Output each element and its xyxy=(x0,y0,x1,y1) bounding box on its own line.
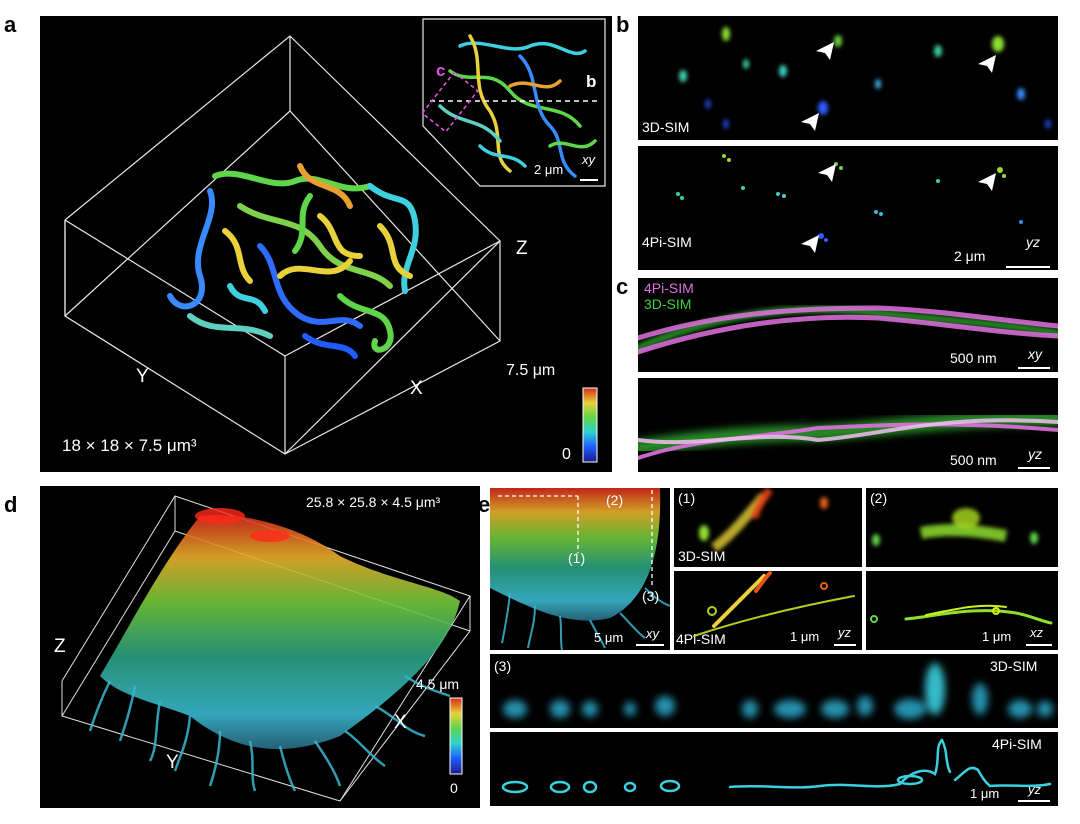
axis-z-label: Z xyxy=(516,238,528,259)
c-bottom-scale-bar xyxy=(1018,467,1050,469)
c-bottom-scale-label: 500 nm xyxy=(950,452,997,468)
b-plane-label: yz xyxy=(1026,234,1040,250)
panel-c-yz: 500 nm yz xyxy=(638,378,1058,472)
e1-3dsim-render xyxy=(699,488,828,552)
b-scale-bar xyxy=(1006,266,1050,268)
d-axis-y-label: Y xyxy=(166,752,179,773)
panel-e2-3dsim: (2) xyxy=(866,488,1058,567)
inset-plane-label: xy xyxy=(582,152,595,167)
e2-scale-bar xyxy=(1026,644,1052,646)
e2-plane-label: xz xyxy=(1030,625,1043,640)
colorbar-max-label: 7.5 μm xyxy=(506,362,556,379)
e3-4pisim-render xyxy=(501,738,1052,794)
panel-e-main: (2) (1) (3) 5 μm xy xyxy=(490,488,670,650)
e2-label: (2) xyxy=(870,490,888,506)
e-main-plane-label: xy xyxy=(646,626,659,641)
b-bottom-method: 4Pi-SIM xyxy=(642,234,692,250)
colorbar xyxy=(582,387,598,463)
volume-label: 18 × 18 × 7.5 μm³ xyxy=(62,436,197,455)
panel-e1-4pisim: 4Pi-SIM 1 μm yz xyxy=(674,571,862,650)
e-main-render xyxy=(490,488,670,650)
e3-plane-label: yz xyxy=(1028,782,1041,797)
panel-d-render xyxy=(61,495,471,802)
inset-scale-label: 2 μm xyxy=(534,162,564,177)
c-top-plane-label: xy xyxy=(1028,346,1042,362)
e-marker-2: (2) xyxy=(606,492,624,508)
panel-label-a: a xyxy=(4,12,17,37)
c-legend-3dsim: 3D-SIM xyxy=(644,296,692,312)
panel-b-3dsim: 3D-SIM xyxy=(638,16,1058,140)
panel-a-render xyxy=(64,18,606,463)
panel-e3-4pisim: 4Pi-SIM 1 μm yz xyxy=(490,732,1058,806)
inset-xy xyxy=(421,18,606,187)
e3-label: (3) xyxy=(494,658,512,674)
c-top-scale-bar xyxy=(1018,367,1050,369)
e1-top-method: 3D-SIM xyxy=(678,548,726,564)
e-filopodia xyxy=(501,587,670,650)
e3-top-method: 3D-SIM xyxy=(990,658,1038,674)
panel-label-e: e xyxy=(478,492,491,517)
c-xy-render xyxy=(638,305,1058,355)
c-yz-render xyxy=(638,410,1058,460)
e-main-scale-bar xyxy=(636,644,664,646)
e1-plane-label: yz xyxy=(838,625,851,640)
panel-label-b: b xyxy=(616,12,630,37)
d-volume-label: 25.8 × 25.8 × 4.5 μm³ xyxy=(306,494,441,510)
d-axis-z-label: Z xyxy=(54,636,66,657)
axis-y-label: Y xyxy=(136,366,149,387)
e1-label: (1) xyxy=(678,490,696,506)
e3-bottom-method: 4Pi-SIM xyxy=(992,736,1042,752)
panel-e2-4pisim: 1 μm xz xyxy=(866,571,1058,650)
inset-scale-bar xyxy=(580,179,598,181)
e1-scale-bar xyxy=(834,644,856,646)
c-bottom-plane-label: yz xyxy=(1028,446,1042,462)
b-scale-label: 2 μm xyxy=(954,248,986,264)
c-top-scale-label: 500 nm xyxy=(950,350,997,366)
panel-e1-3dsim: (1) 3D-SIM xyxy=(674,488,862,567)
colorbar-min-label: 0 xyxy=(562,446,571,463)
e2-4pisim-render xyxy=(870,604,1053,625)
c-legend-4pisim: 4Pi-SIM xyxy=(644,280,694,296)
panel-label-c: c xyxy=(616,274,629,299)
panel-a: c b 2 μm xy Z Y X 7.5 μm 0 18 × 18 × 7.5… xyxy=(40,16,612,472)
d-axis-x-label: X xyxy=(394,712,407,733)
spots-4pisim xyxy=(676,154,1023,253)
panel-d: 25.8 × 25.8 × 4.5 μm³ Z Y X 4.5 μm 0 xyxy=(40,486,480,808)
e-marker-3: (3) xyxy=(642,588,660,604)
e2-3dsim-render xyxy=(872,508,1038,546)
filopodia xyxy=(88,674,451,792)
e-marker-1: (1) xyxy=(568,550,586,566)
e1-bottom-method: 4Pi-SIM xyxy=(676,631,726,647)
d-colorbar-max-label: 4.5 μm xyxy=(416,676,460,692)
panel-b-4pisim: 4Pi-SIM 2 μm yz xyxy=(638,146,1058,270)
b-top-method: 3D-SIM xyxy=(642,119,690,135)
panel-label-d: d xyxy=(4,492,18,517)
chromosome-filaments xyxy=(167,163,419,359)
d-colorbar-min-label: 0 xyxy=(450,780,458,796)
spots-3dsim xyxy=(679,27,1051,131)
arrowheads xyxy=(801,42,996,131)
panel-c-xy: 4Pi-SIM 3D-SIM 500 nm xy xyxy=(638,278,1058,372)
e-main-scale-label: 5 μm xyxy=(594,630,624,645)
e2-scale-label: 1 μm xyxy=(982,629,1012,644)
e1-scale-label: 1 μm xyxy=(790,629,820,644)
panel-e3-3dsim: (3) 3D-SIM xyxy=(490,654,1058,728)
e1-4pisim-render xyxy=(693,571,855,637)
axis-x-label: X xyxy=(410,378,423,399)
inset-marker-c: c xyxy=(436,61,446,80)
bounding-box xyxy=(64,35,501,455)
e3-scale-label: 1 μm xyxy=(970,786,1000,801)
e3-3dsim-render xyxy=(503,663,1053,719)
d-colorbar xyxy=(449,697,463,775)
inset-marker-b: b xyxy=(586,72,597,91)
e3-scale-bar xyxy=(1018,800,1050,802)
